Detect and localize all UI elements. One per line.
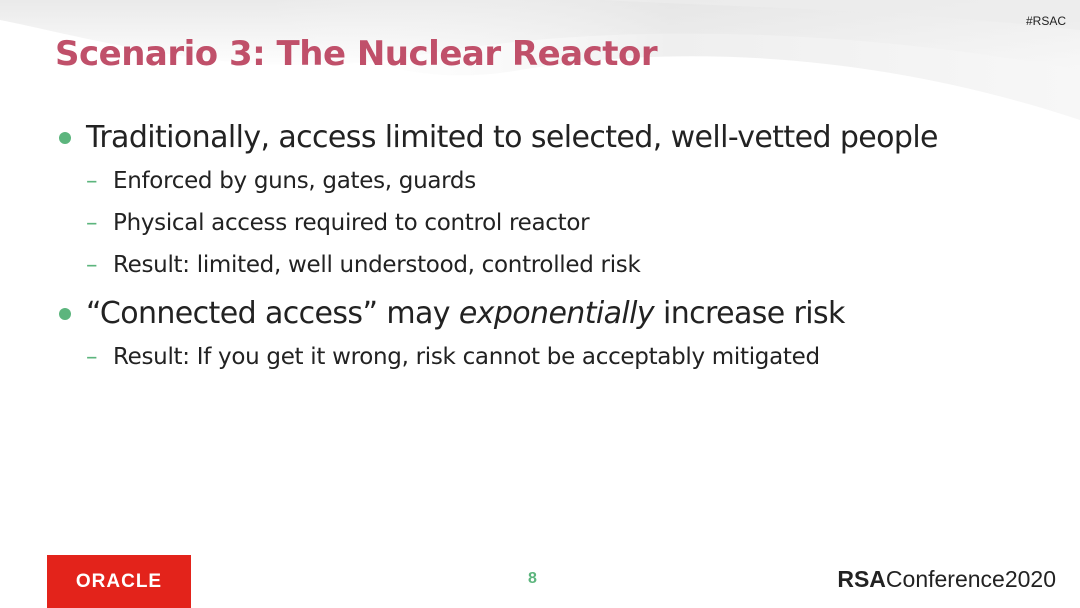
sub-bullet-item: – Result: If you get it wrong, risk cann…	[56, 336, 1046, 378]
rsac-hashtag: #RSAC	[1025, 14, 1066, 28]
dash-icon: –	[86, 168, 98, 194]
sub-bullet-item: – Result: limited, well understood, cont…	[56, 244, 1046, 286]
rsa-event-text: Conference2020	[885, 566, 1056, 592]
sub-bullet-list: – Enforced by guns, gates, guards – Phys…	[56, 160, 1046, 286]
slide-title: Scenario 3: The Nuclear Reactor	[55, 34, 658, 74]
bullet-text-end: increase risk	[654, 296, 845, 331]
sub-bullet-text: Result: If you get it wrong, risk cannot…	[113, 344, 820, 370]
oracle-logo-text: ORACLE	[75, 570, 163, 592]
sub-bullet-text: Result: limited, well understood, contro…	[113, 252, 641, 278]
dash-icon: –	[86, 344, 98, 370]
bullet-item: “Connected access” may exponentially inc…	[56, 294, 1046, 334]
sub-bullet-text: Physical access required to control reac…	[113, 210, 590, 236]
bullet-dot-icon	[59, 132, 71, 144]
dash-icon: –	[86, 210, 98, 236]
bullet-dot-icon	[59, 308, 71, 320]
page-number: 8	[528, 570, 537, 587]
bullet-text: Traditionally, access limited to selecte…	[86, 120, 939, 155]
sub-bullet-list: – Result: If you get it wrong, risk cann…	[56, 336, 1046, 378]
oracle-logo: ORACLE	[47, 555, 191, 608]
bullet-item: Traditionally, access limited to selecte…	[56, 118, 1046, 158]
dash-icon: –	[86, 252, 98, 278]
sub-bullet-item: – Physical access required to control re…	[56, 202, 1046, 244]
slide-body: Traditionally, access limited to selecte…	[56, 118, 1046, 386]
sub-bullet-text: Enforced by guns, gates, guards	[113, 168, 476, 194]
bullet-text-emphasis: exponentially	[458, 296, 655, 331]
sub-bullet-item: – Enforced by guns, gates, guards	[56, 160, 1046, 202]
rsa-brand-text: RSA	[837, 566, 886, 592]
rsa-conference-logo: RSAConference2020	[837, 566, 1056, 593]
bullet-text-start: “Connected access” may	[86, 296, 459, 331]
header-swoosh-decoration	[0, 0, 1080, 120]
